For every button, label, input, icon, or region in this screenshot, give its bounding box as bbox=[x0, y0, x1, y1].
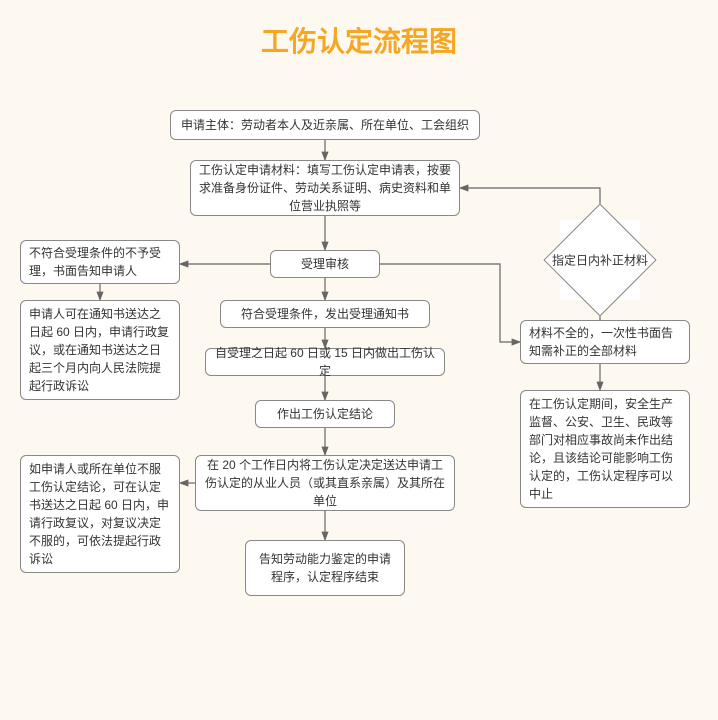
node-label: 不符合受理条件的不予受理，书面告知申请人 bbox=[29, 244, 171, 280]
page-title: 工伤认定流程图 bbox=[0, 0, 718, 70]
edge-d1-n2 bbox=[460, 188, 600, 220]
node-label: 指定日内补正材料 bbox=[544, 252, 656, 269]
node-label: 申请主体：劳动者本人及近亲属、所在单位、工会组织 bbox=[181, 116, 469, 134]
flow-node-n3: 受理审核 bbox=[270, 250, 380, 278]
node-label: 申请人可在通知书送达之日起 60 日内，申请行政复议，或在通知书送达之日起三个月… bbox=[29, 305, 171, 395]
flow-node-n6: 符合受理条件，发出受理通知书 bbox=[220, 300, 430, 328]
flow-node-d1: 指定日内补正材料 bbox=[560, 220, 640, 300]
node-label: 工伤认定申请材料：填写工伤认定申请表，按要求准备身份证件、劳动关系证明、病史资料… bbox=[199, 161, 451, 215]
flow-node-n4: 不符合受理条件的不予受理，书面告知申请人 bbox=[20, 240, 180, 284]
node-label: 告知劳动能力鉴定的申请程序，认定程序结束 bbox=[254, 550, 396, 586]
flow-node-n13: 在工伤认定期间，安全生产监督、公安、卫生、民政等部门对相应事故尚未作出结论，且该… bbox=[520, 390, 690, 508]
node-label: 如申请人或所在单位不服工伤认定结论，可在认定书送达之日起 60 日内，申请行政复… bbox=[29, 460, 171, 568]
flow-node-n7: 自受理之日起 60 日或 15 日内做出工伤认定 bbox=[205, 348, 445, 376]
flow-node-n11: 如申请人或所在单位不服工伤认定结论，可在认定书送达之日起 60 日内，申请行政复… bbox=[20, 455, 180, 573]
flow-node-n12: 材料不全的，一次性书面告知需补正的全部材料 bbox=[520, 320, 690, 364]
node-label: 在工伤认定期间，安全生产监督、公安、卫生、民政等部门对相应事故尚未作出结论，且该… bbox=[529, 395, 681, 503]
node-label: 自受理之日起 60 日或 15 日内做出工伤认定 bbox=[214, 344, 436, 380]
flow-node-n8: 作出工伤认定结论 bbox=[255, 400, 395, 428]
node-label: 受理审核 bbox=[301, 255, 349, 273]
flow-node-n10: 告知劳动能力鉴定的申请程序，认定程序结束 bbox=[245, 540, 405, 596]
flow-node-n5: 申请人可在通知书送达之日起 60 日内，申请行政复议，或在通知书送达之日起三个月… bbox=[20, 300, 180, 400]
flow-node-n1: 申请主体：劳动者本人及近亲属、所在单位、工会组织 bbox=[170, 110, 480, 140]
node-label: 符合受理条件，发出受理通知书 bbox=[241, 305, 409, 323]
node-label: 材料不全的，一次性书面告知需补正的全部材料 bbox=[529, 324, 681, 360]
flowchart-canvas: 申请主体：劳动者本人及近亲属、所在单位、工会组织工伤认定申请材料：填写工伤认定申… bbox=[0, 70, 718, 720]
node-label: 作出工伤认定结论 bbox=[277, 405, 373, 423]
flow-node-n2: 工伤认定申请材料：填写工伤认定申请表，按要求准备身份证件、劳动关系证明、病史资料… bbox=[190, 160, 460, 216]
flow-node-n9: 在 20 个工作日内将工伤认定决定送达申请工伤认定的从业人员（或其直系亲属）及其… bbox=[195, 455, 455, 511]
node-label: 在 20 个工作日内将工伤认定决定送达申请工伤认定的从业人员（或其直系亲属）及其… bbox=[204, 456, 446, 510]
